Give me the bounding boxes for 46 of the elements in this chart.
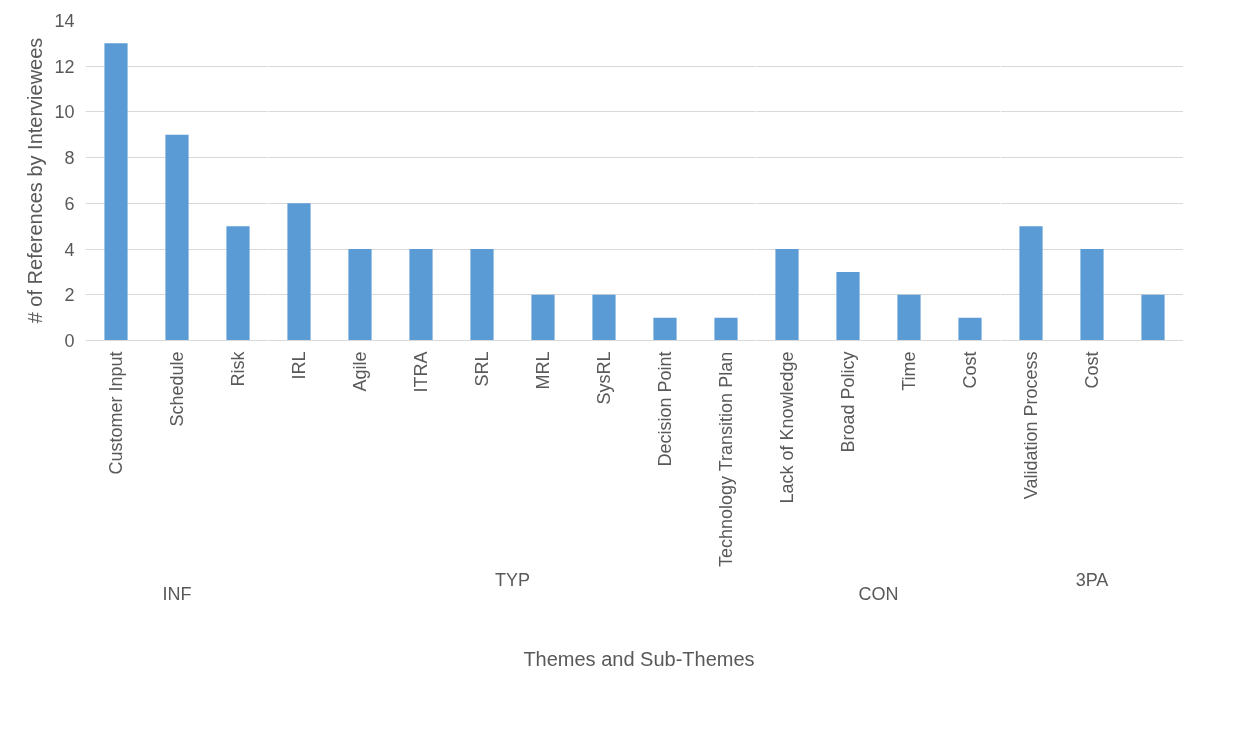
x-tick-label: IRL [289,351,309,380]
bar [592,294,616,341]
y-axis-title: # of References by Interviewees [24,37,47,324]
x-tick-label: Schedule [167,351,187,427]
text: Themes and Sub-Themes [523,647,755,672]
x-tick-label: ITRA [411,351,431,393]
bar [714,317,738,341]
y-tick-label: 6 [64,193,75,214]
y-tick-label: 8 [64,148,75,169]
x-axis-title: TYP [495,569,531,590]
bar [470,249,494,341]
bar [348,249,372,341]
y-tick-label: 2 [64,285,75,306]
x-tick-label: SysRL [594,351,614,405]
bar [836,271,860,341]
y-tick-label: 4 [64,239,75,260]
x-tick-label: Technology Transition Plan [716,351,736,567]
bar [287,203,311,341]
y-tick-label: 14 [54,11,75,31]
y-tick-label: 12 [54,56,75,77]
bar [897,294,921,341]
x-tick-label: Agile [350,351,370,392]
x-tick-label: MRL [533,351,553,390]
bar [409,249,433,341]
bar [531,294,555,341]
x-tick-label: Time [899,351,919,391]
bar [165,134,189,341]
x-axis-title: CON [858,583,899,604]
x-tick-label: SRL [472,351,492,387]
x-tick-label: Broad Policy [838,351,858,453]
bar [775,249,799,341]
x-tick-label: Cost [960,351,980,389]
bar [104,43,128,341]
bar [958,317,982,341]
x-tick-label: Decision Point [655,351,675,467]
x-tick-label: Cost [1082,351,1102,389]
x-axis-title: INF [162,583,192,604]
bar [653,317,677,341]
y-tick-label: 10 [54,102,75,123]
x-tick-label: Customer Input [106,351,126,475]
x-tick-label: Risk [228,350,248,387]
y-tick-label: 0 [64,331,75,351]
x-axis-title: 3PA [1075,570,1109,591]
bar [226,226,250,341]
x-tick-label: Validation Process [1021,351,1041,500]
x-tick-label: Lack of Knowledge [777,351,797,504]
